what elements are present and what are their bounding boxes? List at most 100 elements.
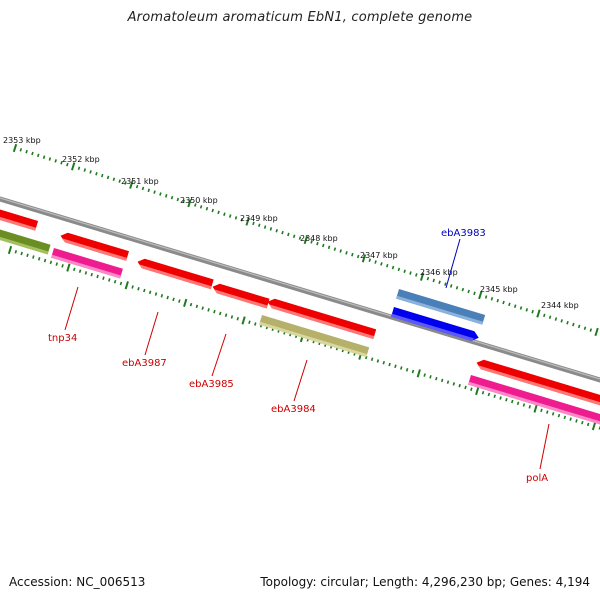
scale-tick-minor [258,223,261,228]
scale-tick-minor [490,297,494,301]
gene-label-ebA3985[interactable]: ebA3985 [189,379,234,390]
gene-arrow-left-red-1[interactable] [0,208,39,231]
gene-arrow-blue[interactable] [391,307,480,343]
scale-tick-minor [234,216,238,220]
outer-scale-ticks [12,143,599,337]
scale-tick-minor [423,373,426,377]
scale-tick-major [416,369,421,378]
scale-tick-minor [42,155,46,159]
scale-label-2350: 2350 kbp [180,196,218,205]
leader-polA [539,423,550,470]
gene-arrow-red-right[interactable] [475,358,600,409]
gene-arrow-khaki-ebA3984[interactable] [259,315,370,357]
map-title: Aromatoleum aromaticum EbN1, complete ge… [127,10,473,25]
scale-tick-minor [205,206,209,211]
scale-tick-minor [189,302,193,307]
scale-tick-minor [201,306,204,310]
gene-label-ebA3983[interactable]: ebA3983 [441,228,486,239]
scale-tick-minor [14,249,18,254]
scale-tick-minor [230,315,234,319]
scale-tick-minor [540,408,543,413]
scale-tick-minor [195,304,199,309]
gene-arrow-red-ebA3987[interactable] [136,257,214,290]
gene-label-ebA3984[interactable]: ebA3984 [271,404,316,415]
scale-tick-minor [19,148,23,152]
scale-tick-minor [572,322,575,327]
scale-tick-minor [339,249,342,253]
scale-tick-minor [147,188,151,193]
scale-tick-minor [575,419,578,423]
scale-tick-minor [368,258,372,262]
leader-tnp34 [64,286,79,331]
scale-tick-minor [458,383,461,388]
scale-tick-minor [176,197,180,202]
scale-tick-minor [269,227,273,231]
scale-tick-major [303,235,308,245]
scale-tick-minor [131,285,134,289]
scale-tick-minor [487,392,491,397]
scale-label-2352: 2352 kbp [62,155,100,164]
scale-tick-minor [589,328,593,332]
scale-tick-minor [172,297,175,302]
scale-tick-minor [440,378,444,383]
gene-label-tnp34[interactable]: tnp34 [48,333,77,344]
genome-backbone-highlight [0,197,600,380]
scale-tick-minor [236,316,239,321]
scale-tick-minor [511,399,514,404]
scale-tick-major [533,404,538,413]
gene-label-polA[interactable]: polA [526,473,548,484]
scale-tick-minor [84,271,88,275]
scale-tick-minor [327,245,331,250]
inner-scale-ticks [7,245,600,431]
scale-tick-minor [228,214,232,218]
scale-tick-minor [444,282,447,286]
scale-tick-minor [525,308,529,312]
scale-tick-major [245,217,250,226]
gene-arrow-left-olive[interactable] [0,228,51,255]
scale-tick-minor [531,309,534,314]
scale-tick-minor [124,181,127,185]
scale-tick-minor [310,240,313,244]
scale-tick-minor [551,412,555,416]
gene-arrow-pink-polA[interactable] [468,375,600,426]
gene-arrow-red-2[interactable] [59,231,130,261]
scale-tick-minor [37,153,40,158]
scale-tick-minor [382,360,385,365]
scale-tick-minor [496,298,499,303]
scale-tick-minor [380,262,383,266]
scale-tick-minor [370,357,374,362]
gene-arrow-red-upper[interactable] [266,297,377,339]
scale-tick-minor [528,405,531,409]
scale-tick-minor [108,278,111,282]
scale-tick-minor [207,308,210,312]
scale-label-2347: 2347 kbp [360,251,398,260]
gene-arrow-pink-tnp34[interactable] [51,248,123,279]
scale-tick-minor [583,326,587,331]
genome-backbone [0,196,600,383]
gene-arrow-steelblue-ebA3983[interactable] [396,289,486,325]
gene-arrow-red-ebA3985[interactable] [211,282,270,309]
scale-tick-minor [376,359,380,363]
scale-tick-minor [554,317,558,321]
scale-tick-minor [484,295,488,299]
scale-tick-major [478,291,483,300]
scale-tick-major [241,316,246,325]
scale-tick-minor [83,168,87,172]
scale-tick-minor [298,236,302,240]
gene-label-ebA3987[interactable]: ebA3987 [122,358,167,369]
scale-tick-minor [281,230,284,235]
scale-tick-minor [577,324,581,329]
scale-tick-minor [118,179,121,183]
scale-tick-minor [516,401,520,406]
scale-tick-major [129,180,134,189]
scale-tick-minor [394,364,397,369]
scale-tick-minor [199,205,203,209]
scale-tick-major [594,327,599,337]
scale-tick-minor [461,287,465,292]
scale-tick-minor [400,366,403,370]
scale-tick-minor [405,368,409,372]
scale-tick-minor [217,210,220,215]
scale-tick-minor [73,267,76,272]
scale-label-2353: 2353 kbp [3,136,41,145]
